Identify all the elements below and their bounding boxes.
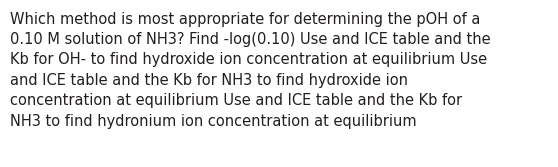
Text: Which method is most appropriate for determining the pOH of a
0.10 M solution of: Which method is most appropriate for det…: [10, 12, 490, 129]
